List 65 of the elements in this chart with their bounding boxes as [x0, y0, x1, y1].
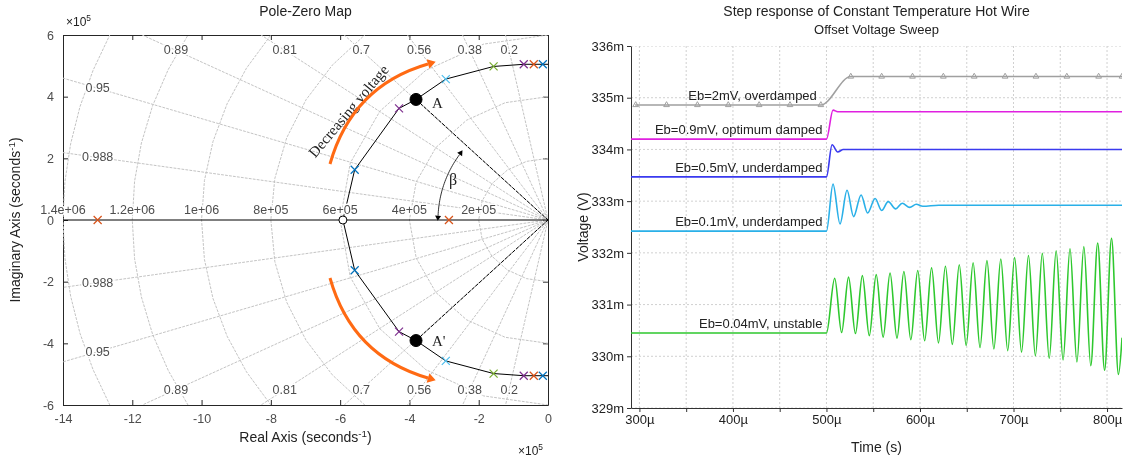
- x-tick-label: 600µ: [905, 412, 936, 428]
- annotation: 0.89: [163, 43, 189, 58]
- annotation: 0.988: [82, 275, 114, 290]
- text: ×10$^{5}$: [518, 442, 544, 458]
- y-axis-title: Voltage (V): [575, 192, 591, 262]
- annotation: 0.7: [352, 382, 370, 397]
- x-axis-title: Real Axis (seconds$^{-1}$): [239, 427, 372, 445]
- y-tick-label: 331m: [591, 297, 624, 313]
- y-tick-label: 333m: [591, 193, 624, 209]
- y-tick-label: 335m: [591, 90, 624, 106]
- series-label: Eb=0.9mV, optimum damped: [654, 122, 823, 138]
- x-tick-label: -4: [404, 411, 416, 426]
- x-tick-label: -10: [193, 411, 212, 426]
- y-tick-label: 4: [47, 90, 55, 105]
- annotation: β: [448, 171, 458, 189]
- x-tick-label: 500µ: [812, 412, 843, 428]
- y-tick-label: 6: [47, 28, 55, 43]
- annotation: 0.38: [457, 43, 482, 58]
- y-tick-label: 332m: [591, 245, 624, 261]
- annotation: 4e+05: [391, 203, 428, 217]
- x-tick-label: -2: [473, 411, 485, 426]
- annotation: 0.2: [500, 43, 518, 58]
- x-axis-title: Time (s): [851, 439, 902, 455]
- x-tick-label: 300µ: [625, 412, 656, 428]
- x-tick-label: -12: [123, 411, 142, 426]
- annotation: 1e+06: [184, 203, 220, 217]
- y-tick-label: 2: [47, 151, 55, 166]
- series-label: Eb=0.5mV, underdamped: [675, 159, 823, 175]
- annotation: 0.56: [406, 382, 432, 397]
- x-tick-label: 700µ: [999, 412, 1030, 428]
- annotation: 0.988: [82, 150, 114, 165]
- x-tick-label: 0: [545, 411, 553, 426]
- annotation: 0.95: [85, 344, 110, 359]
- y-tick-label: 334m: [591, 142, 624, 158]
- annotation: 2e+05: [461, 203, 497, 217]
- series-label: Eb=0.04mV, unstable: [698, 316, 823, 332]
- y-tick-label: 336m: [591, 38, 624, 54]
- series-label: Eb=0.1mV, underdamped: [675, 214, 823, 230]
- annotation: 1.2e+06: [109, 203, 156, 217]
- x-tick-label: -8: [265, 411, 277, 426]
- chart-title: Step response of Constant Temperature Hot Wire: [723, 3, 1030, 19]
- y-tick-label: -6: [42, 398, 55, 413]
- chart-subtitle: Offset Voltage Sweep: [814, 22, 939, 37]
- annotation: A: [432, 95, 443, 111]
- annotation: 8e+05: [253, 203, 289, 217]
- annotation: 0.7: [352, 43, 370, 58]
- annotation: 0.81: [272, 382, 297, 397]
- annotation: A': [432, 333, 446, 349]
- x-tick-label: 400µ: [718, 412, 749, 428]
- y-tick-label: -4: [42, 336, 55, 351]
- annotation: 0.38: [457, 382, 482, 397]
- annotation: 0.89: [163, 382, 189, 397]
- x-tick-label: 800µ: [1092, 412, 1123, 428]
- annotation: 0.95: [85, 81, 110, 96]
- chart-title: Pole-Zero Map: [259, 3, 353, 19]
- y-tick-label: 329m: [591, 400, 624, 416]
- x-tick-label: -6: [335, 411, 347, 426]
- y-tick-label: 330m: [591, 348, 624, 364]
- series-label: Eb=2mV, overdamped: [688, 87, 817, 103]
- annotation: 0.81: [272, 43, 297, 58]
- annotation: 0.2: [500, 382, 518, 397]
- text: ×10$^{5}$: [66, 13, 92, 29]
- y-tick-label: -2: [42, 275, 55, 290]
- annotation: 0.56: [406, 43, 432, 58]
- x-tick-label: -14: [54, 411, 73, 426]
